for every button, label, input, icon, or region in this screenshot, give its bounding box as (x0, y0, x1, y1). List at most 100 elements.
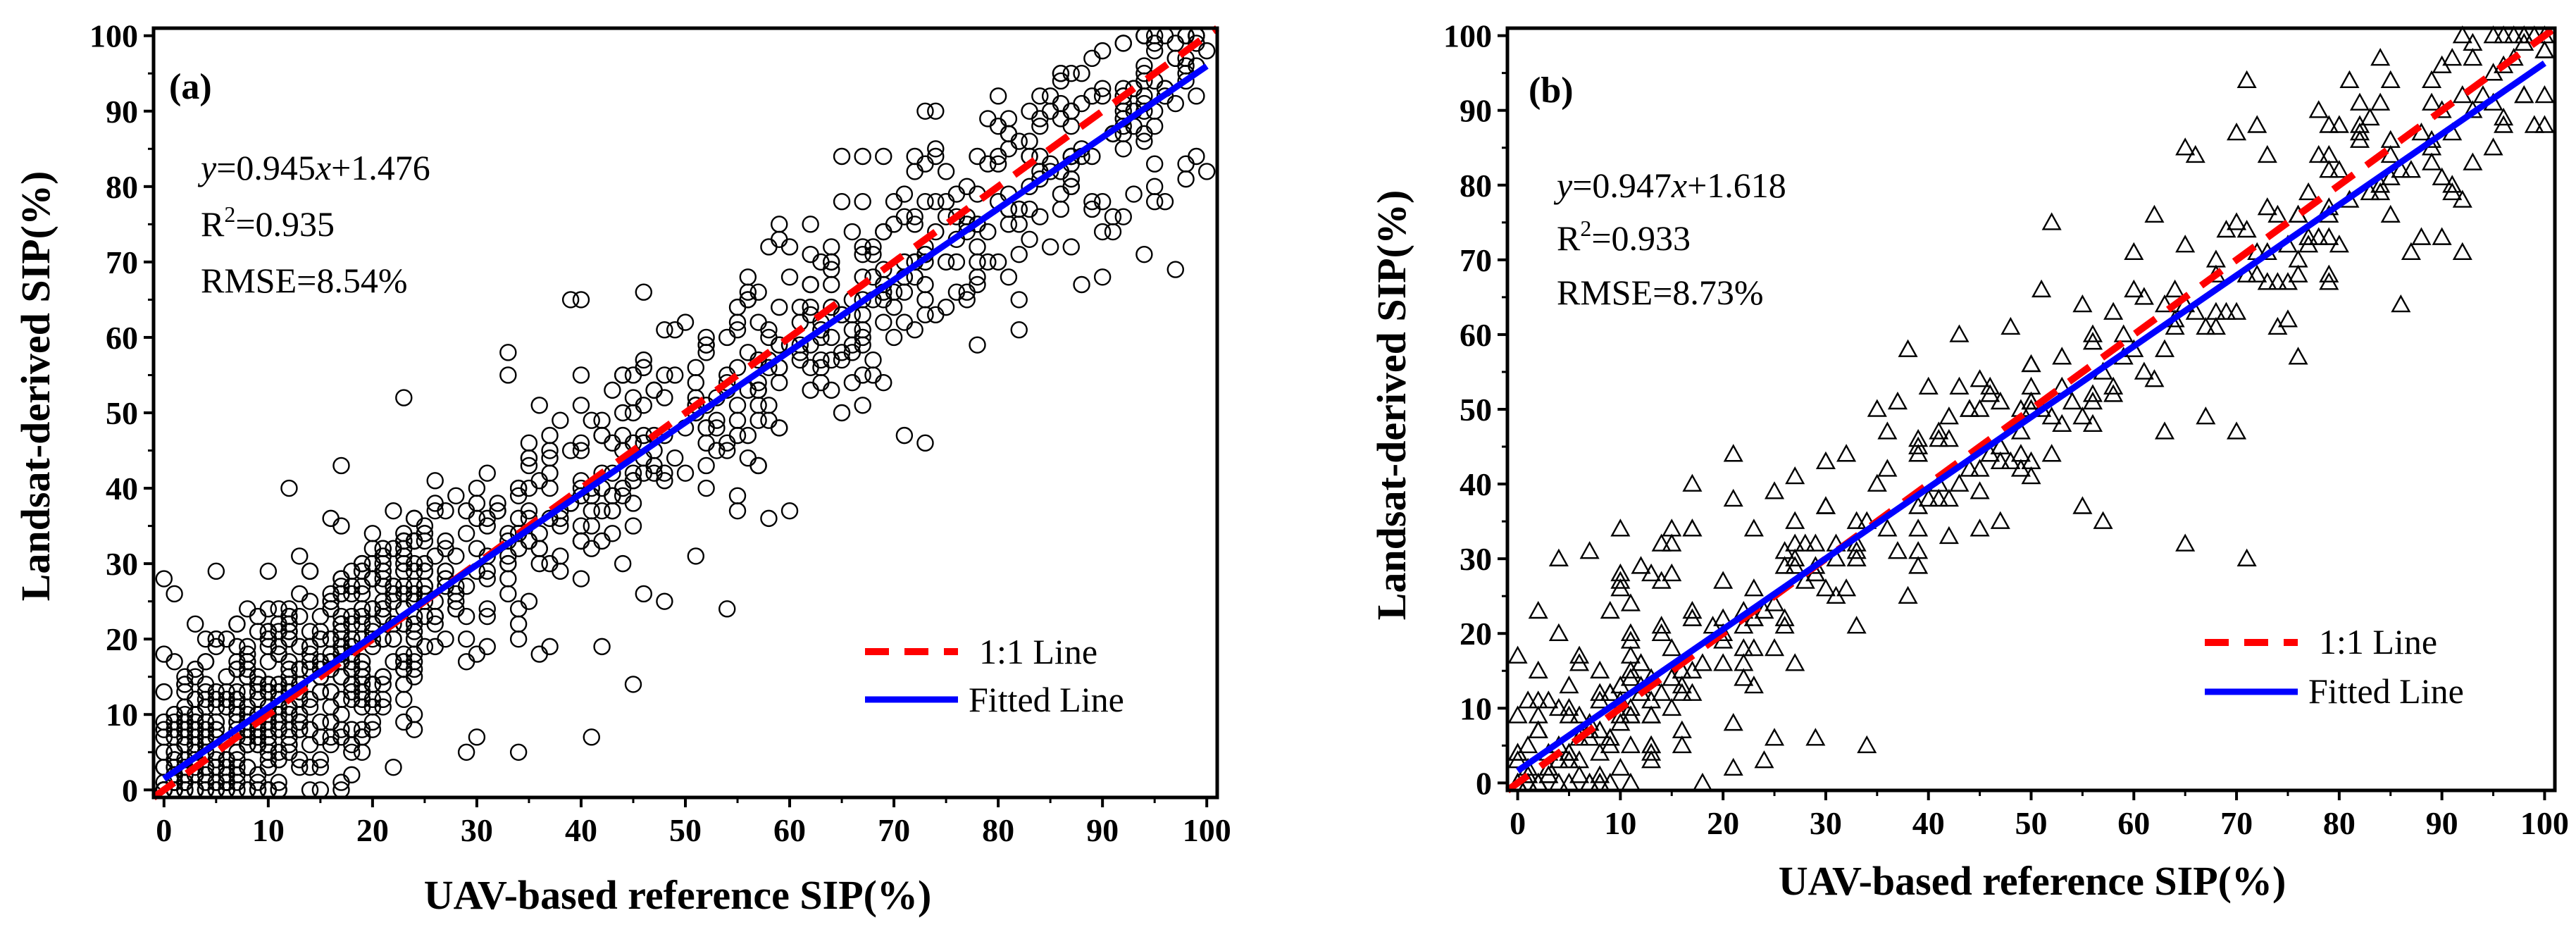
data-point-a-1154 (374, 607, 392, 626)
data-point-b-391 (1682, 518, 1703, 537)
data-point-a-995 (1052, 94, 1070, 113)
data-point-a-764 (624, 495, 642, 512)
data-point-b-327 (1620, 630, 1641, 649)
data-point-a-854 (885, 193, 903, 211)
data-point-b-262 (2422, 152, 2442, 170)
data-point-a-605 (311, 751, 330, 769)
data-point-a-1026 (1135, 125, 1153, 143)
data-point-a-11 (624, 676, 642, 693)
data-point-b-33 (2534, 85, 2555, 104)
data-point-a-828 (520, 449, 538, 467)
data-point-a-675 (958, 291, 976, 309)
data-point-a-501 (1177, 170, 1195, 188)
data-point-a-954 (749, 283, 767, 301)
data-point-a-984 (530, 540, 548, 557)
data-point-a-260 (1093, 80, 1112, 97)
data-point-a-5 (572, 291, 590, 309)
y-tick-label-a-5: 50 (106, 395, 138, 431)
data-point-a-975 (927, 306, 945, 324)
data-point-b-210 (2072, 496, 2093, 514)
data-point-b-155 (1620, 593, 1641, 611)
data-point-a-39 (1062, 238, 1080, 256)
data-point-b-374 (1600, 735, 1620, 754)
data-point-b-170 (2298, 182, 2319, 201)
data-point-a-545 (1021, 102, 1038, 120)
data-point-a-987 (311, 683, 330, 701)
data-point-a-1199 (176, 706, 194, 723)
data-point-a-645 (864, 238, 882, 256)
data-point-a-1161 (218, 773, 235, 791)
data-point-a-1142 (259, 721, 278, 738)
data-point-a-848 (760, 397, 778, 414)
data-point-a-118 (1031, 117, 1049, 135)
data-point-a-790 (843, 321, 861, 339)
legend-fitted-label-b: Fitted Line (2308, 671, 2464, 711)
data-point-b-60 (1764, 593, 1785, 611)
data-point-a-158 (843, 373, 861, 392)
data-point-a-1176 (572, 442, 590, 459)
data-point-a-1001 (291, 660, 309, 678)
data-point-b-338 (1908, 556, 1929, 574)
legend-fitted-label-a: Fitted Line (969, 680, 1124, 719)
data-point-a-50 (552, 411, 569, 429)
data-point-a-16 (656, 592, 673, 610)
data-point-b-4 (1723, 444, 1743, 462)
data-point-a-554 (760, 321, 778, 339)
data-point-a-19 (468, 728, 486, 746)
data-point-b-83 (1641, 705, 1662, 723)
data-point-a-509 (656, 366, 673, 384)
data-point-b-353 (1785, 466, 1805, 485)
data-point-a-1059 (739, 426, 757, 445)
r-squared-b: R2=0.933 (1557, 216, 1691, 258)
data-point-b-378 (1682, 683, 1703, 701)
data-point-b-139 (1990, 451, 2010, 470)
data-point-b-212 (2494, 25, 2514, 44)
data-point-a-672 (280, 743, 298, 761)
data-point-a-998 (1135, 245, 1153, 263)
data-point-b-287 (1692, 772, 1713, 791)
x-tick-label-b-10: 100 (2520, 805, 2569, 841)
data-point-a-1073 (958, 283, 976, 301)
data-point-a-25 (833, 147, 851, 166)
identity-line-a (151, 25, 1219, 801)
data-point-a-779 (509, 743, 528, 761)
data-point-a-1101 (332, 721, 350, 738)
data-point-b-302 (1815, 496, 1836, 514)
data-point-b-263 (1908, 541, 1929, 559)
data-point-b-403 (1949, 473, 1970, 492)
data-point-a-215 (499, 585, 517, 603)
data-point-a-888 (854, 193, 871, 211)
data-point-a-237 (593, 532, 611, 550)
data-point-a-1091 (875, 291, 892, 309)
data-point-a-373 (937, 253, 955, 271)
data-point-b-321 (1734, 653, 1754, 671)
plot-frame-a (151, 26, 1219, 800)
data-point-a-1046 (155, 570, 173, 588)
data-point-a-47 (676, 313, 695, 331)
data-point-b-267 (1815, 578, 1836, 597)
data-point-a-266 (802, 359, 819, 376)
data-point-b-74 (1518, 735, 1538, 754)
data-point-a-704 (833, 193, 851, 211)
data-point-a-557 (552, 562, 569, 580)
data-point-b-381 (1713, 653, 1734, 671)
data-point-b-324 (2021, 354, 2041, 373)
data-point-b-396 (2103, 384, 2124, 402)
data-point-b-183 (1528, 720, 1548, 738)
data-point-a-587 (697, 328, 715, 347)
data-point-a-573 (530, 645, 548, 663)
x-tick-label-a-7: 70 (878, 812, 910, 848)
data-point-b-406 (2267, 316, 2288, 335)
data-point-a-967 (155, 728, 173, 746)
data-point-a-187 (624, 517, 642, 535)
data-point-a-923 (760, 238, 778, 256)
data-point-a-993 (1188, 87, 1205, 105)
data-point-a-1174 (291, 713, 309, 731)
data-point-b-10 (2041, 212, 2062, 230)
data-point-a-318 (645, 381, 663, 399)
x-tick-label-b-0: 0 (1510, 805, 1526, 841)
data-point-b-274 (2288, 249, 2308, 268)
data-point-b-179 (2514, 85, 2534, 104)
data-point-b-336 (1672, 683, 1692, 701)
data-point-b-135 (2277, 272, 2298, 290)
